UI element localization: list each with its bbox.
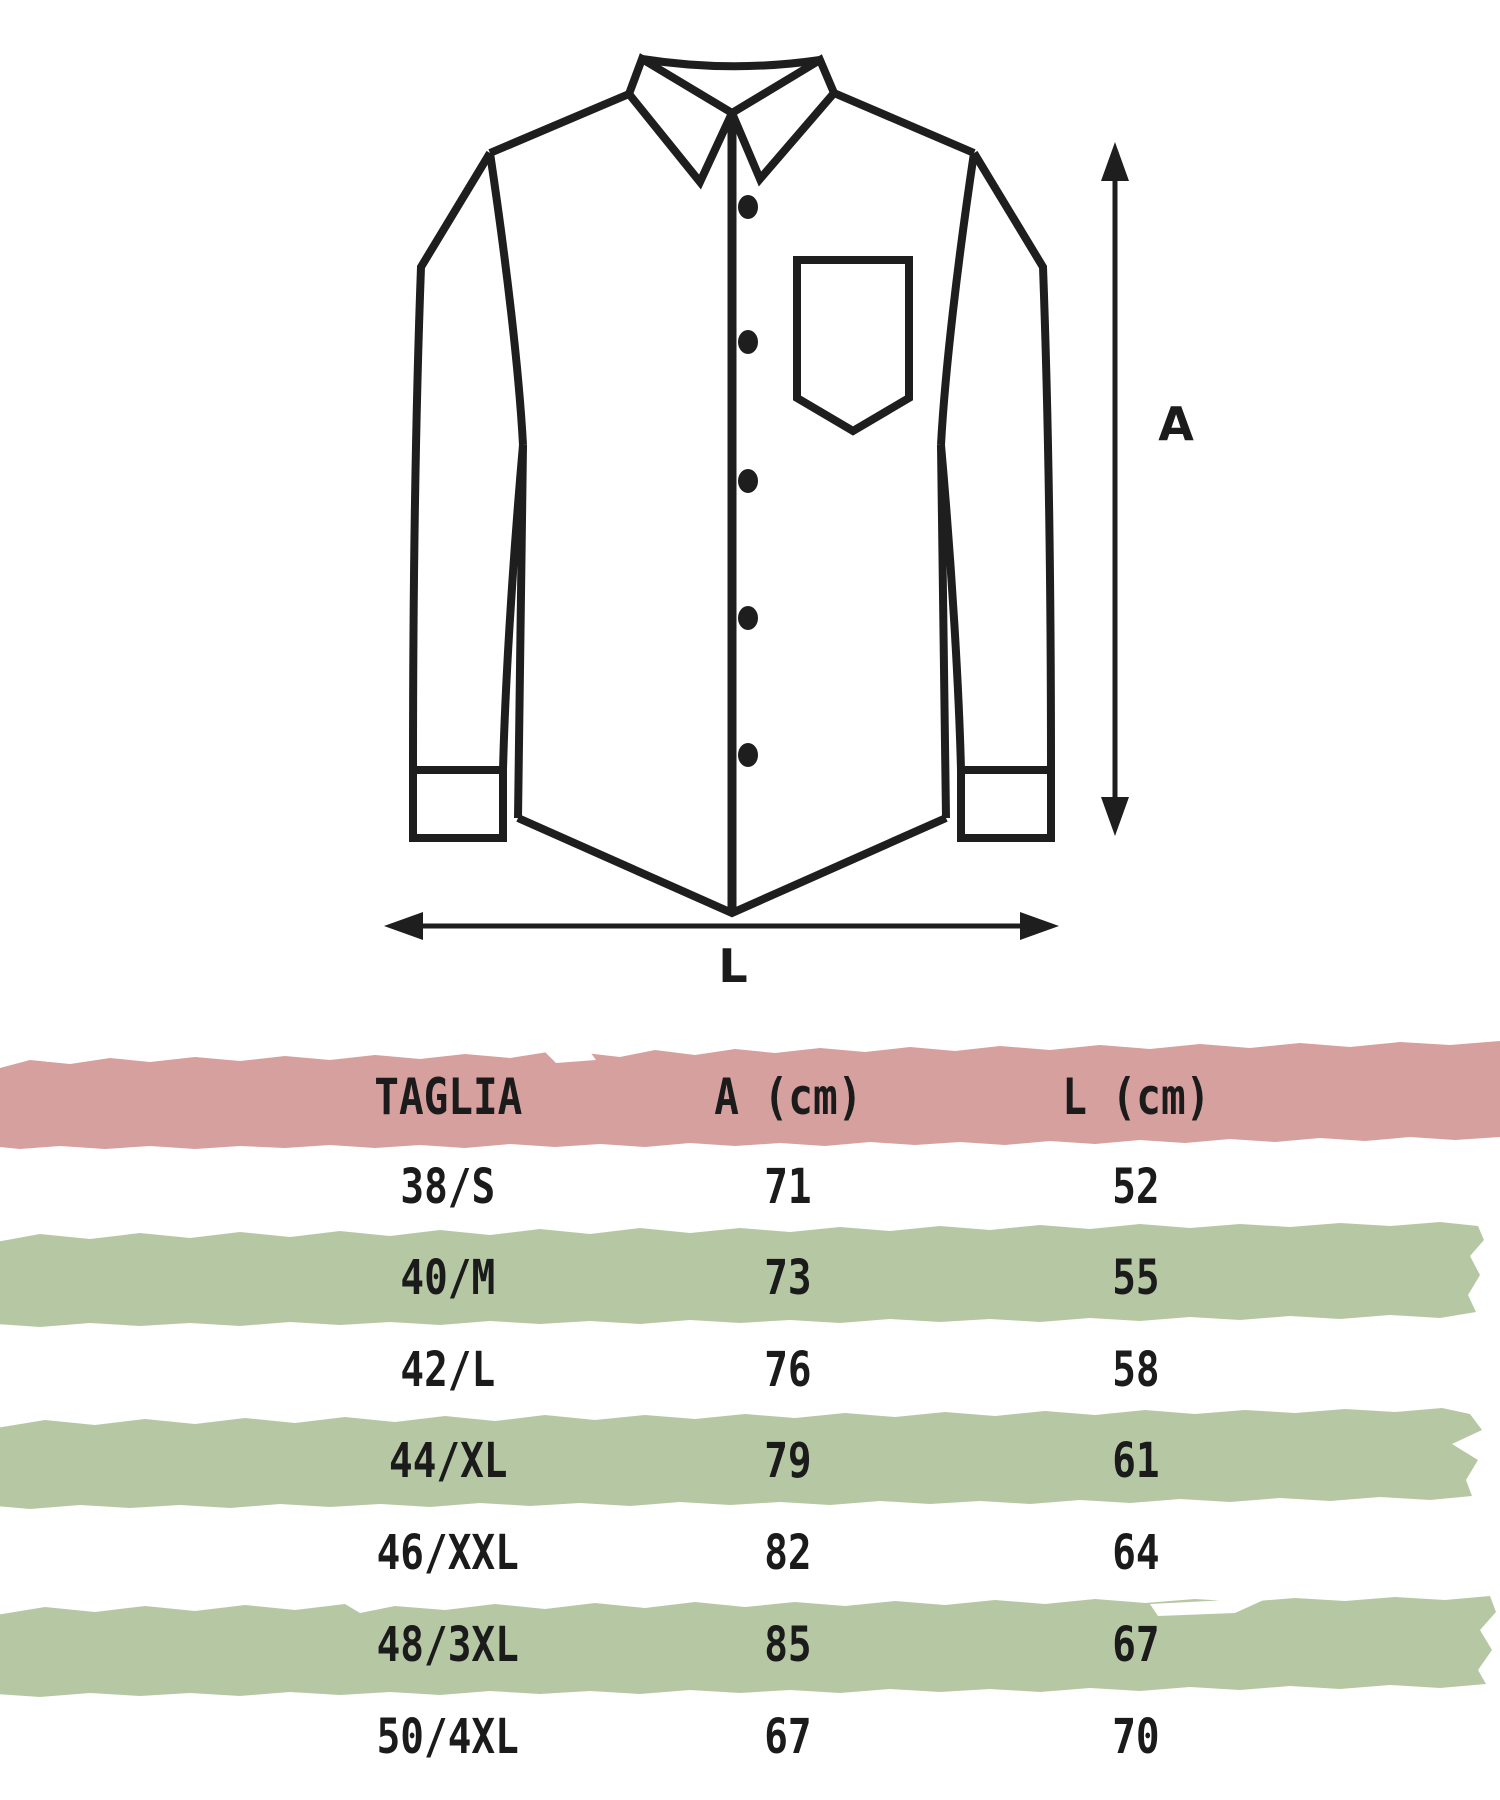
row-size: 50/4XL — [376, 1709, 520, 1765]
row-size: 40/M — [400, 1250, 496, 1306]
sleeve-left-outer — [409, 150, 494, 771]
row-a: 82 — [764, 1525, 812, 1581]
row-band-40m — [0, 1222, 1484, 1327]
row-size: 48/3XL — [376, 1617, 520, 1673]
width-arrow-label: L — [718, 939, 747, 993]
row-size: 38/S — [400, 1159, 496, 1215]
side-seam-left — [514, 444, 527, 819]
height-arrow — [1101, 142, 1129, 836]
shoulder-right — [832, 89, 976, 157]
brush-chip — [545, 1049, 596, 1063]
row-a: 76 — [764, 1342, 812, 1398]
row-l: 52 — [1112, 1159, 1160, 1215]
button-icon — [738, 743, 758, 767]
row-band-44xl — [0, 1408, 1482, 1509]
row-a: 79 — [764, 1433, 812, 1489]
row-l: 67 — [1112, 1617, 1160, 1673]
shirt-diagram — [409, 53, 1055, 918]
armhole-right — [937, 152, 978, 446]
brush-chip — [25, 1053, 55, 1062]
side-seam-right — [937, 444, 950, 819]
shoulder-left — [488, 90, 631, 157]
width-arrow — [384, 912, 1059, 940]
button-icon — [738, 469, 758, 493]
row-l: 64 — [1112, 1525, 1160, 1581]
cuff-left — [409, 766, 507, 842]
sleeve-right-outer — [970, 150, 1055, 771]
row-size: 42/L — [400, 1342, 496, 1398]
row-l: 70 — [1112, 1709, 1160, 1765]
row-a: 71 — [764, 1159, 812, 1215]
buttons — [738, 195, 758, 767]
table-bands — [0, 1041, 1500, 1697]
header-a: A (cm) — [713, 1068, 863, 1126]
header-l: L (cm) — [1061, 1068, 1211, 1126]
collar-right-flap — [726, 54, 839, 187]
brush-chip — [1150, 1598, 1268, 1616]
height-arrow-label: A — [1158, 397, 1194, 451]
collar-left-flap — [624, 53, 738, 190]
cuff-right — [957, 766, 1055, 842]
button-icon — [738, 195, 758, 219]
row-l: 55 — [1112, 1250, 1160, 1306]
header-band — [0, 1041, 1500, 1149]
button-icon — [738, 330, 758, 354]
row-band-48-3xl — [0, 1596, 1496, 1697]
chest-pocket — [793, 256, 913, 436]
collar-band — [641, 55, 821, 71]
armhole-left — [486, 152, 527, 446]
button-icon — [738, 606, 758, 630]
row-a: 67 — [764, 1709, 812, 1765]
row-a: 73 — [764, 1250, 812, 1306]
row-size: 44/XL — [388, 1433, 508, 1489]
row-a: 85 — [764, 1617, 812, 1673]
header-size: TAGLIA — [373, 1068, 523, 1126]
row-l: 58 — [1112, 1342, 1160, 1398]
row-size: 46/XXL — [376, 1525, 520, 1581]
row-l: 61 — [1112, 1433, 1160, 1489]
